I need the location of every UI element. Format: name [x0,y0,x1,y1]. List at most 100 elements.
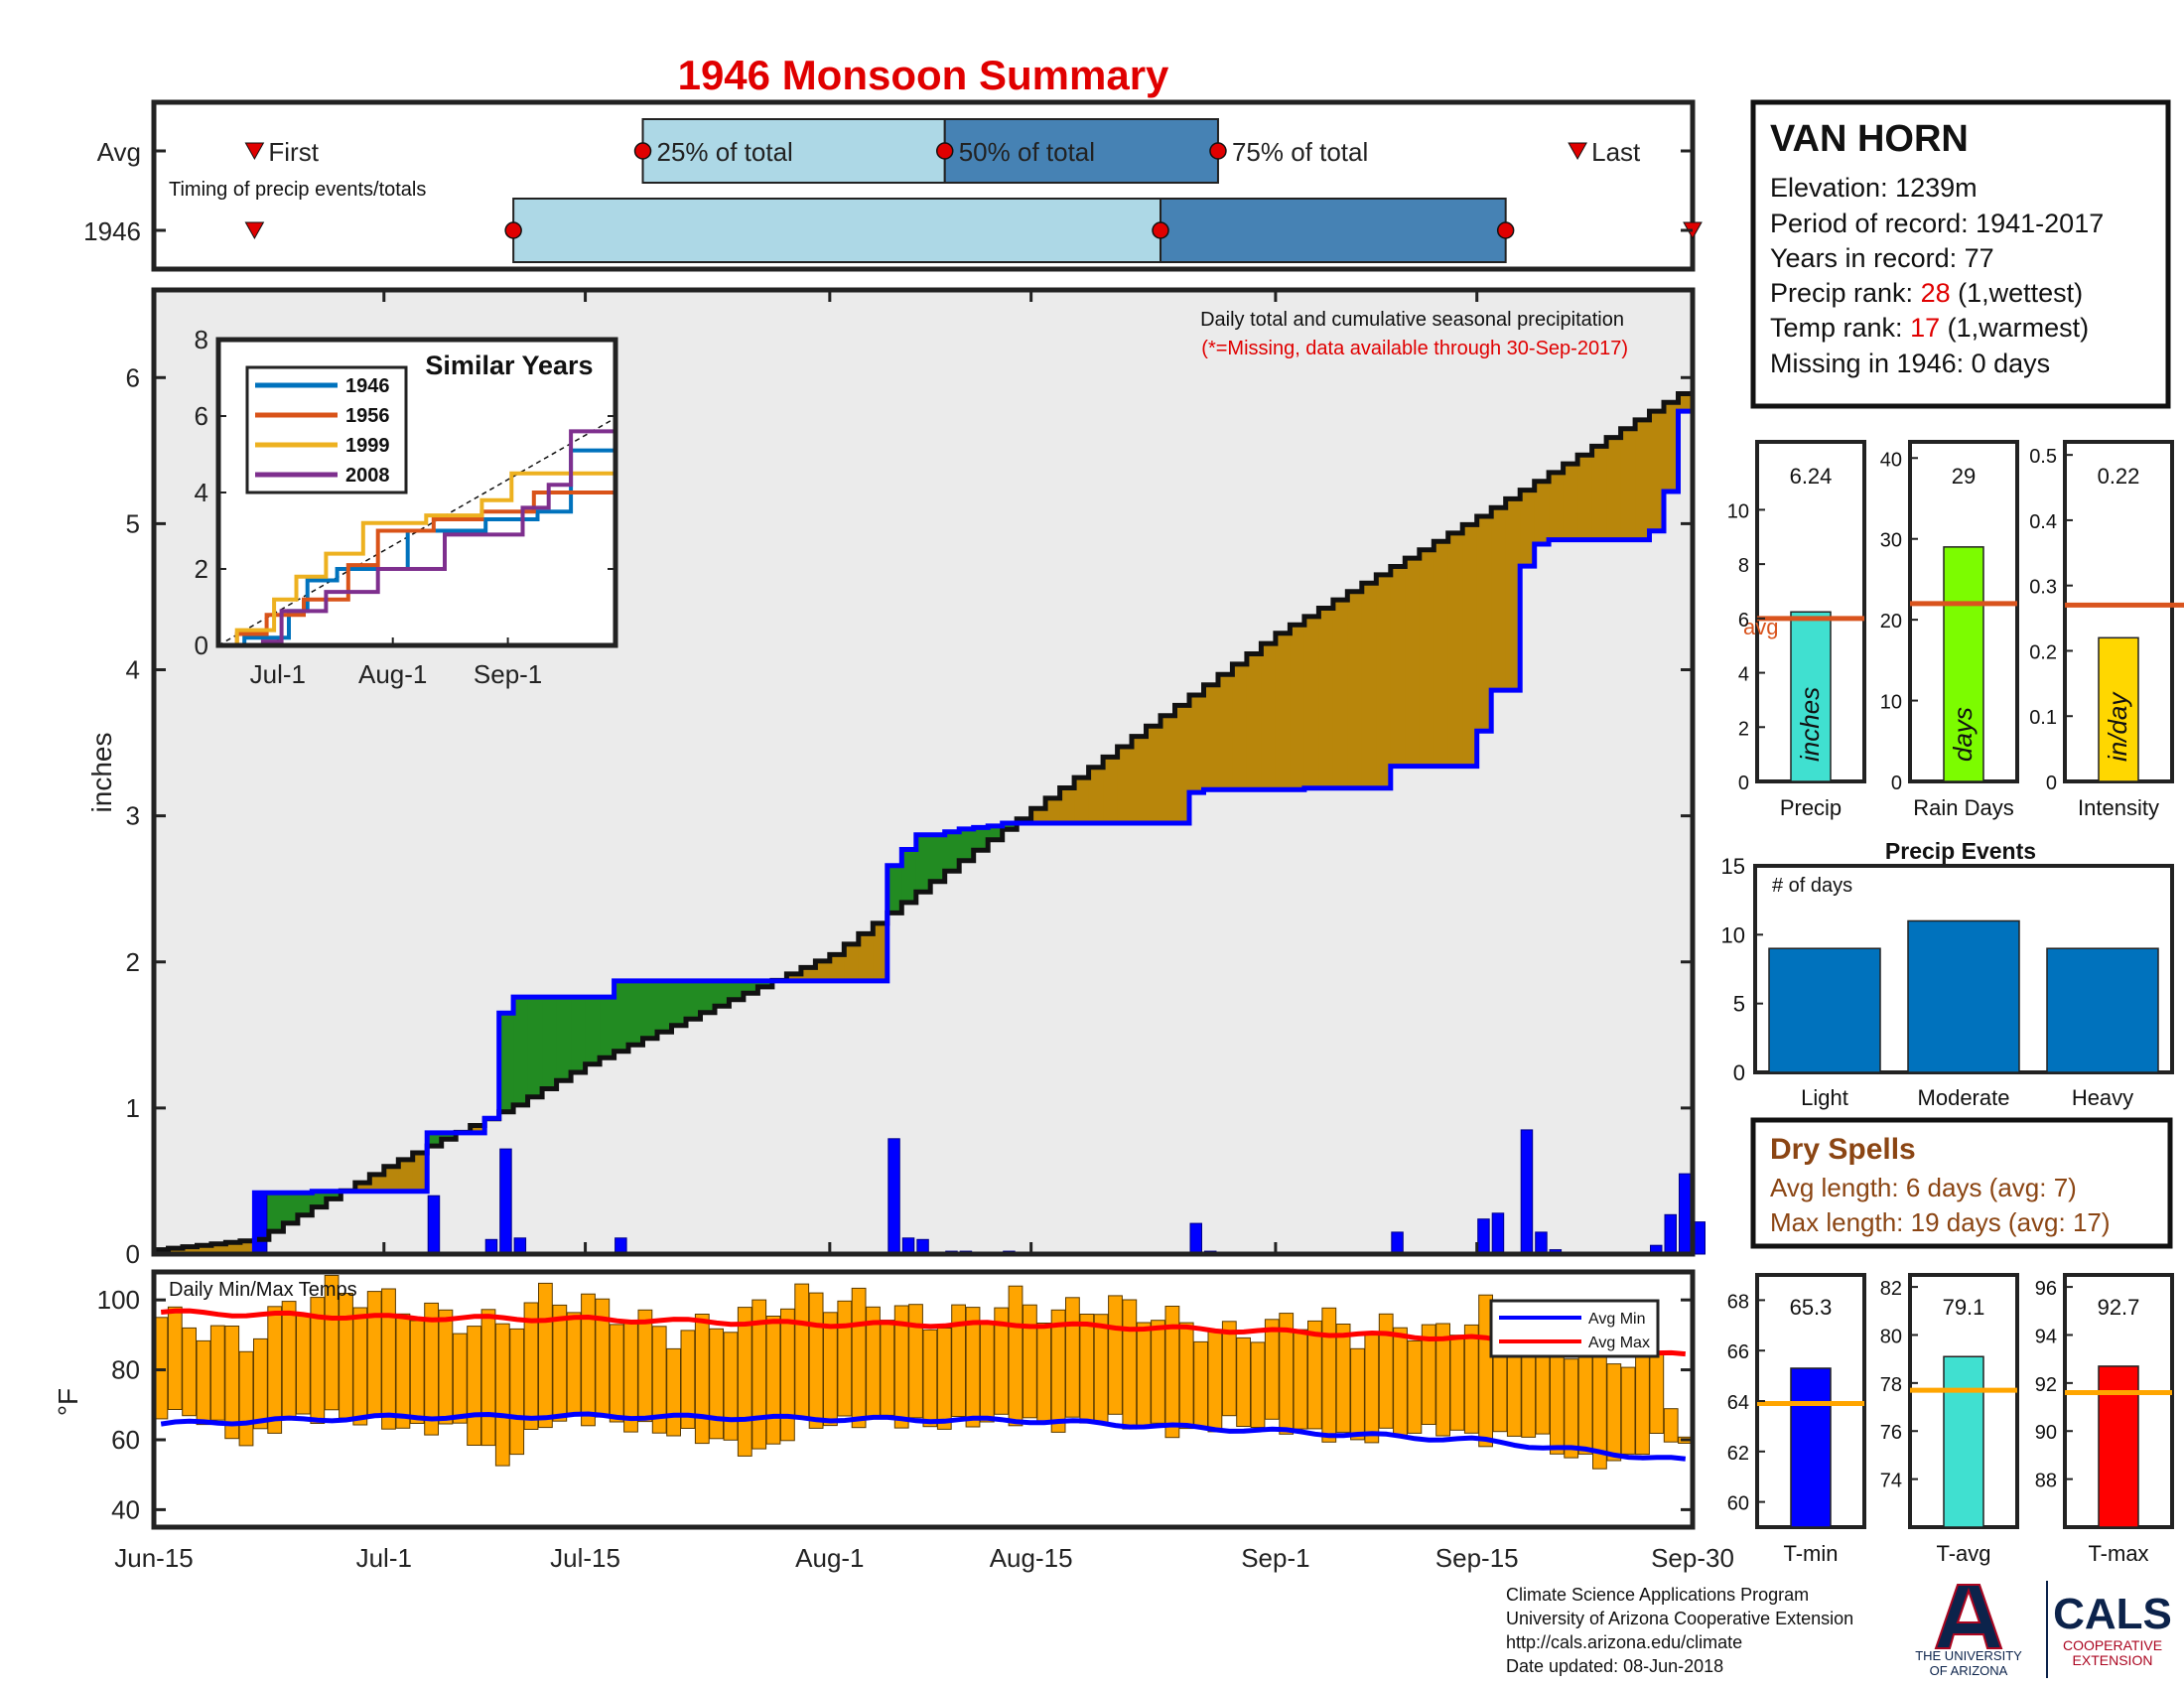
cumulative-difference-fill [527,997,543,1097]
timing-label-last: Last [1591,137,1641,167]
stat-ytick-label: 0 [1738,773,1749,794]
main-ytick-label: 1 [126,1093,140,1123]
stat-ytick-label: 0.3 [2029,577,2057,599]
cumulative-difference-fill [354,1183,370,1192]
temp-stat-bar [1943,1355,1984,1528]
temp-stat-value: 92.7 [2098,1295,2140,1320]
cumulative-difference-fill [858,933,874,981]
dry-spells-max: Max length: 19 days (avg: 17) [1770,1207,2111,1237]
stat-ytick-label: 2 [1738,718,1749,740]
cumulative-difference-fill [1275,633,1291,790]
temp-legend-frame [1489,1299,1660,1358]
cumulative-difference-fill [1117,747,1133,823]
cumulative-difference-fill [959,828,975,861]
daily-temp-bar [908,1304,923,1419]
daily-temp-bar [965,1307,981,1428]
footer-line-1: Climate Science Applications Program [1506,1585,1809,1605]
temp-stat-ytick-label: 90 [2035,1422,2057,1444]
xtick-label: Jun-15 [114,1543,194,1573]
cumulative-difference-fill [1549,472,1565,540]
cumulative-difference-fill [1620,428,1636,540]
timing-triangle-marker [244,142,265,161]
daily-temp-bar [808,1292,824,1429]
coop-line-1: COOPERATIVE [2063,1637,2162,1653]
daily-temp-bar [666,1347,682,1437]
temp-content: 40 60 80 100 [97,1275,1693,1524]
temp-legend-min-label: Avg Min [1588,1311,1646,1328]
events-bar [2046,947,2159,1073]
cumulative-difference-fill [168,1248,184,1254]
daily-temp-bar [1449,1335,1465,1431]
daily-precip-bar [1535,1231,1548,1255]
stat-ytick-label: 0.5 [2029,446,2057,468]
temp-stat-ytick-label: 82 [1880,1278,1902,1300]
stat-unit-label: days [1948,707,1978,762]
main-ylabel: inches [86,733,117,813]
inset-legend-label: 2008 [345,465,390,487]
daily-temp-bar [538,1282,553,1429]
stat-panel: 0.22 in/day Intensity 0 0.1 0.2 0.3 0.4 0.5 [2029,440,2184,820]
cumulative-difference-fill [873,922,888,981]
daily-temp-bar [1463,1324,1479,1434]
cumulative-difference-fill [1649,411,1665,531]
temp-stat-ytick-label: 88 [2035,1471,2057,1492]
timing-box-50-75 [1160,198,1507,263]
cumulative-difference-fill [829,954,845,981]
temp-stat-panel: 79.1 T-avg 74 76 78 80 82 [1880,1273,2019,1566]
precip-events-chart: Precip Events 0 5 10 15 Light Moderate Heavy #… [1721,838,2174,1110]
cumulative-difference-fill [239,1240,255,1254]
cumulative-difference-fill [210,1243,226,1254]
cumulative-difference-fill [887,865,902,914]
inset-series-line [218,469,617,647]
daily-temp-bar [1122,1299,1138,1430]
temp-stat-ytick-label: 74 [1880,1471,1902,1492]
xtick-label: Jul-1 [356,1543,412,1573]
daily-temp-bar [167,1306,183,1411]
daily-temp-bar [1164,1306,1180,1439]
station-temp-rank: Temp rank: 17 (1,warmest) [1770,313,2089,343]
stat-ytick-label: 0.2 [2029,641,2057,663]
ua-line-1: THE UNIVERSITY [1915,1648,2022,1663]
stat-value-label: 6.24 [1790,464,1833,489]
figure-title: 1946 Monsoon Summary [678,52,1169,98]
ua-line-2: OF ARIZONA [1930,1663,2008,1678]
cumulative-difference-fill [398,1159,414,1192]
daily-temp-bar [581,1293,596,1427]
stat-ytick-label: 8 [1738,555,1749,577]
daily-temp-bar [1008,1285,1024,1427]
cumulative-difference-fill [1405,558,1421,767]
daily-precip-bar [1491,1212,1505,1255]
timing-label-50: 50% of total [959,137,1095,167]
cumulative-difference-fill [715,980,731,1007]
cumulative-difference-fill [1002,823,1018,830]
stat-ytick-label: 0 [1891,773,1902,794]
daily-temp-bar [823,1312,838,1427]
cumulative-difference-fill [1059,787,1075,823]
timing-label-75: 75% of total [1232,137,1368,167]
inset-legend-label: 1999 [345,435,390,457]
stat-axis-title: Intensity [2078,795,2159,820]
stat-ytick-label: 40 [1880,449,1902,471]
main-ytick-label: 0 [126,1239,140,1269]
main-ytick-label: 4 [126,655,140,685]
cumulative-difference-fill [1376,574,1392,788]
daily-temp-bar [1050,1309,1066,1433]
temp-legend: Avg Min Avg Max [1489,1299,1660,1358]
daily-precip-bar [1679,1173,1692,1255]
daily-temp-bar [694,1314,710,1445]
xtick-label: Sep-1 [1241,1543,1309,1573]
stat-value-label: 29 [1952,464,1976,489]
daily-temp-bar [1036,1323,1052,1422]
cumulative-difference-fill [1635,419,1651,540]
cumulative-difference-fill [988,825,1004,840]
cumulative-difference-fill [1447,532,1463,767]
dry-spells-avg: Avg length: 6 days (avg: 7) [1770,1173,2077,1202]
timing-marks: First 25% of total 50% of total 75% of tota… [154,118,1703,263]
cumulative-precip-layers [154,378,1706,1257]
cumulative-difference-fill [700,980,716,1013]
cumulative-difference-fill [901,849,917,903]
cumulative-difference-fill [1174,705,1190,823]
daily-temp-bar [1649,1350,1665,1435]
precip-rank-suffix: (1,wettest) [1951,278,2084,308]
temp-stat-panel: 65.3 T-min 60 62 64 66 68 [1727,1273,1866,1566]
